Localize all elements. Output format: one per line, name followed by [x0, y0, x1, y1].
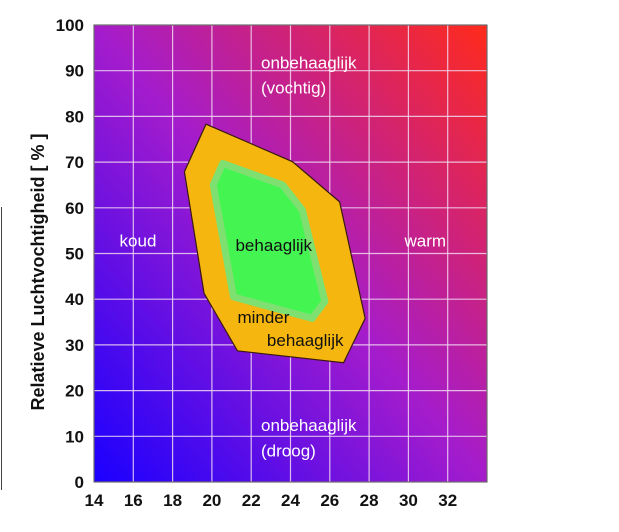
y-tick-label: 90 — [65, 62, 84, 81]
y-tick-label: 70 — [65, 153, 84, 172]
annotation-dry2: (droog) — [261, 441, 316, 460]
grid — [93, 24, 488, 483]
plot-border — [93, 24, 488, 483]
y-tick-label: 20 — [65, 382, 84, 401]
y-axis-label: Relatieve Luchtvochtigheid [ % ] — [28, 133, 48, 410]
x-tick-label: 28 — [360, 491, 379, 510]
y-tick-label: 40 — [65, 290, 84, 309]
x-tick-label: 18 — [163, 491, 182, 510]
x-tick-label: 22 — [242, 491, 261, 510]
annotations: onbehaaglijk (vochtig) koud warm behaaglijk m… — [120, 53, 446, 460]
x-tick-label: 30 — [399, 491, 418, 510]
annotation-less1: minder — [237, 308, 289, 327]
x-tick-label: 20 — [202, 491, 221, 510]
annotation-humid2: (vochtig) — [261, 79, 326, 98]
y-tick-label: 0 — [75, 473, 84, 492]
x-tick-label: 32 — [438, 491, 457, 510]
annotation-humid1: onbehaaglijk — [261, 53, 357, 72]
regions — [183, 123, 366, 364]
annotation-comfy: behaaglijk — [235, 236, 312, 255]
annotation-less2: behaaglijk — [267, 331, 344, 350]
x-tick-label: 26 — [320, 491, 339, 510]
y-tick-label: 10 — [65, 427, 84, 446]
annotation-dry1: onbehaaglijk — [261, 416, 357, 435]
x-tick-label: 24 — [281, 491, 300, 510]
y-tick-label: 100 — [56, 16, 84, 35]
x-tick-label: 14 — [85, 491, 104, 510]
region-behaaglijk — [209, 159, 329, 322]
y-tick-label: 80 — [65, 107, 84, 126]
annotation-cold: koud — [120, 232, 157, 251]
y-tick-label: 60 — [65, 199, 84, 218]
y-tick-label: 50 — [65, 245, 84, 264]
y-tick-label: 30 — [65, 336, 84, 355]
x-axis-ticks: 14 16 18 20 22 24 26 28 30 32 — [85, 491, 458, 510]
y-axis-ticks: 0 10 20 30 40 50 60 70 80 90 100 — [56, 16, 84, 492]
annotation-warm: warm — [403, 232, 446, 251]
x-tick-label: 16 — [124, 491, 143, 510]
